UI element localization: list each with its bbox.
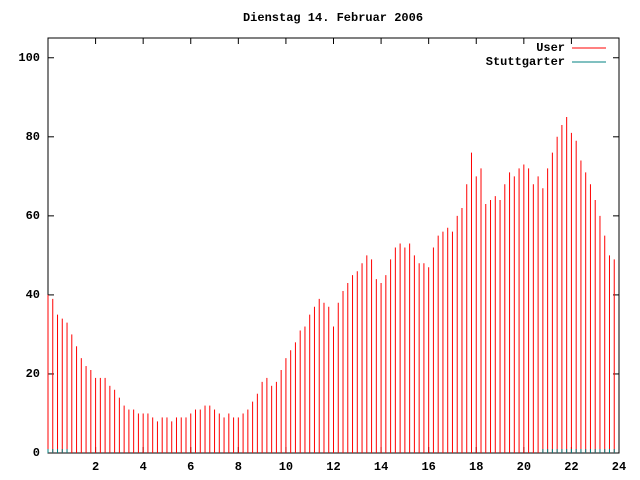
y-tick-label: 60 (26, 209, 40, 223)
x-tick-label: 22 (564, 460, 578, 474)
x-tick-label: 18 (469, 460, 483, 474)
x-tick-label: 24 (612, 460, 626, 474)
x-tick-label: 6 (187, 460, 194, 474)
y-tick-label: 40 (26, 288, 40, 302)
x-tick-label: 12 (326, 460, 340, 474)
y-tick-label: 80 (26, 130, 40, 144)
x-tick-label: 2 (92, 460, 99, 474)
y-tick-label: 20 (26, 367, 40, 381)
y-tick-label: 100 (18, 51, 40, 65)
x-tick-label: 10 (279, 460, 293, 474)
legend-label: Stuttgarter (486, 55, 565, 69)
chart-title: Dienstag 14. Februar 2006 (243, 11, 423, 25)
y-tick-label: 0 (33, 446, 40, 460)
x-tick-label: 8 (235, 460, 242, 474)
x-tick-label: 4 (140, 460, 147, 474)
legend-label: User (536, 41, 565, 55)
x-tick-label: 14 (374, 460, 388, 474)
x-tick-label: 20 (517, 460, 531, 474)
x-tick-label: 16 (421, 460, 435, 474)
